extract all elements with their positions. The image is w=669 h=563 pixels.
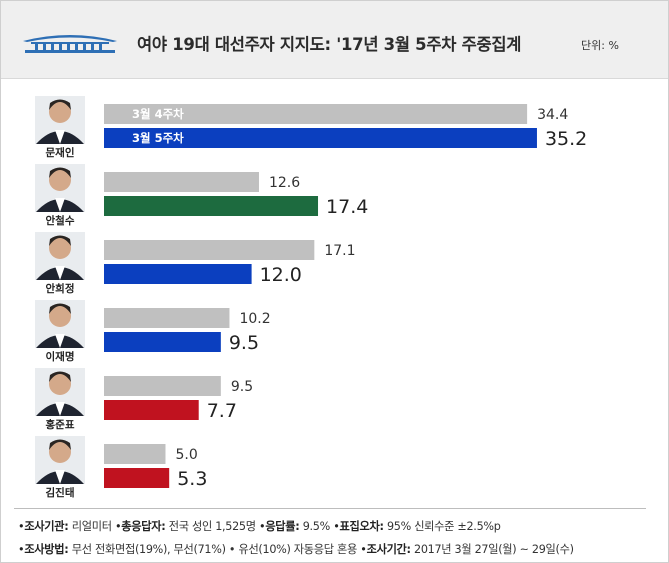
bar-curr-week <box>104 264 252 284</box>
footer-key-agency: 조사기관: <box>24 520 69 533</box>
footer-key-response-rate: 응답률: <box>265 520 300 533</box>
portrait-face <box>49 441 71 463</box>
bar-curr-week <box>104 400 199 420</box>
value-label-curr: 35.2 <box>545 128 587 150</box>
footer-line-2: •조사방법: 무선 전화면접(19%), 무선(71%) • 유선(10%) 자… <box>18 543 574 556</box>
portrait-hair <box>49 99 71 110</box>
bar-curr-week <box>104 128 537 148</box>
portrait-hair <box>49 439 71 450</box>
footer-line-1: •조사기관: 리얼미터 •총응답자: 전국 성인 1,525명 •응답률: 9.… <box>18 520 501 533</box>
value-label-curr: 9.5 <box>229 332 259 354</box>
footer-val-agency: 리얼미터 <box>71 520 112 533</box>
portrait-face <box>49 101 71 123</box>
value-label-prev: 5.0 <box>176 447 198 463</box>
portrait-shirt <box>55 266 65 280</box>
value-label-prev: 34.4 <box>537 107 568 123</box>
footer-key-method: 조사방법: <box>24 543 69 556</box>
portrait-hair <box>49 371 71 382</box>
footer-key-error: 표집오차: <box>339 520 384 533</box>
value-label-curr: 7.7 <box>207 400 237 422</box>
bar-prev-week <box>104 308 230 328</box>
footer-val-method: 무선 전화면접(19%), 무선(71%) • 유선(10%) 자동응답 혼용 <box>71 543 358 556</box>
bar-prev-week <box>104 376 221 396</box>
value-label-curr: 12.0 <box>260 264 302 286</box>
portrait-shirt <box>55 130 65 144</box>
candidate-name: 안희정 <box>46 282 75 295</box>
candidate-name: 문재인 <box>46 146 75 159</box>
bar-curr-week <box>104 468 170 488</box>
bar-curr-week <box>104 332 221 352</box>
value-label-prev: 10.2 <box>239 311 270 327</box>
portrait-face <box>49 373 71 395</box>
value-label-curr: 5.3 <box>177 468 207 490</box>
value-label-prev: 9.5 <box>231 379 253 395</box>
portrait-hair <box>49 167 71 178</box>
bar-prev-week <box>104 444 166 464</box>
portrait-face <box>49 305 71 327</box>
candidate-name: 이재명 <box>46 350 75 363</box>
portrait-shirt <box>55 402 65 416</box>
survey-footer: •조사기관: 리얼미터 •총응답자: 전국 성인 1,525명 •응답률: 9.… <box>14 508 646 561</box>
chart-title: 여야 19대 대선주자 지지도: '17년 3월 5주차 주중집계 <box>137 35 522 54</box>
portrait-face <box>49 237 71 259</box>
footer-val-error: 95% 신뢰수준 ±2.5%p <box>386 520 501 533</box>
candidate-name: 홍준표 <box>46 418 75 431</box>
candidate-name: 김진태 <box>46 486 75 499</box>
footer-val-period: 2017년 3월 27일(월) ~ 29일(수) <box>414 543 574 556</box>
bar-curr-week <box>104 196 319 216</box>
value-label-prev: 17.1 <box>324 243 355 259</box>
bar-prev-week <box>104 172 259 192</box>
header-band: 여야 19대 대선주자 지지도: '17년 3월 5주차 주중집계 단위: % <box>1 1 668 79</box>
value-label-curr: 17.4 <box>326 196 368 218</box>
portrait-hair <box>49 235 71 246</box>
footer-key-period: 조사기간: <box>366 543 411 556</box>
portrait-hair <box>49 303 71 314</box>
portrait-shirt <box>55 198 65 212</box>
footer-val-respondents: 전국 성인 1,525명 <box>168 520 256 533</box>
unit-label: 단위: % <box>581 39 619 52</box>
portrait-face <box>49 169 71 191</box>
bar-prev-week <box>104 240 315 260</box>
bar-prev-week <box>104 104 528 124</box>
footer-val-response-rate: 9.5% <box>302 520 331 533</box>
portrait-shirt <box>55 470 65 484</box>
value-label-prev: 12.6 <box>269 175 300 191</box>
candidate-name: 안철수 <box>46 214 75 227</box>
portrait-shirt <box>55 334 65 348</box>
legend-label-curr: 3월 5주차 <box>132 131 184 145</box>
footer-key-respondents: 총응답자: <box>121 520 166 533</box>
blue-house-emblem-icon <box>23 35 117 53</box>
legend-label-prev: 3월 4주차 <box>132 107 184 121</box>
